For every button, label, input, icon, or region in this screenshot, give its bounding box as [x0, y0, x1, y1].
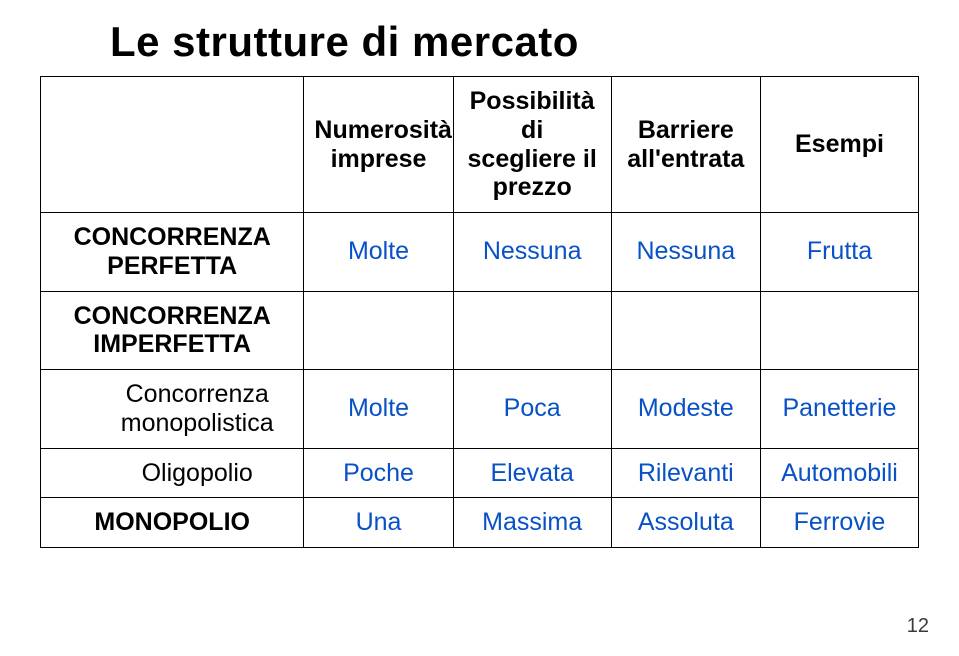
row-concorrenza-perfetta: CONCORRENZA PERFETTA Molte Nessuna Nessu… [41, 213, 919, 292]
cell-ol-esempi: Automobili [760, 448, 918, 498]
header-numerosita: Numerosità imprese [304, 77, 453, 213]
row-monopolio: MONOPOLIO Una Massima Assoluta Ferrovie [41, 498, 919, 548]
cell-ci-numerosita [304, 291, 453, 370]
label-concorrenza-perfetta: CONCORRENZA PERFETTA [41, 213, 304, 292]
label-concorrenza-imperfetta: CONCORRENZA IMPERFETTA [41, 291, 304, 370]
page-number: 12 [907, 615, 929, 638]
cell-cm-barriere: Modeste [611, 370, 760, 449]
cell-ol-possibilita: Elevata [453, 448, 611, 498]
label-monopolio: MONOPOLIO [41, 498, 304, 548]
cell-mo-barriere: Assoluta [611, 498, 760, 548]
cell-cm-possibilita: Poca [453, 370, 611, 449]
cell-mo-possibilita: Massima [453, 498, 611, 548]
cell-ci-esempi [760, 291, 918, 370]
header-esempi: Esempi [760, 77, 918, 213]
cell-cp-numerosita: Molte [304, 213, 453, 292]
slide-page: Le strutture di mercato Numerosità impre… [0, 0, 959, 656]
cell-ol-numerosita: Poche [304, 448, 453, 498]
row-concorrenza-monopolistica: Concorrenza monopolistica Molte Poca Mod… [41, 370, 919, 449]
cell-cp-possibilita: Nessuna [453, 213, 611, 292]
row-oligopolio: Oligopolio Poche Elevata Rilevanti Autom… [41, 448, 919, 498]
cell-mo-numerosita: Una [304, 498, 453, 548]
cell-cm-esempi: Panetterie [760, 370, 918, 449]
cell-ol-barriere: Rilevanti [611, 448, 760, 498]
page-title: Le strutture di mercato [110, 18, 919, 66]
label-oligopolio: Oligopolio [41, 448, 304, 498]
cell-mo-esempi: Ferrovie [760, 498, 918, 548]
cell-cp-barriere: Nessuna [611, 213, 760, 292]
header-possibilita: Possibilità di scegliere il prezzo [453, 77, 611, 213]
market-structures-table: Numerosità imprese Possibilità di scegli… [40, 76, 919, 548]
cell-ci-possibilita [453, 291, 611, 370]
row-concorrenza-imperfetta: CONCORRENZA IMPERFETTA [41, 291, 919, 370]
cell-cp-esempi: Frutta [760, 213, 918, 292]
cell-ci-barriere [611, 291, 760, 370]
header-empty [41, 77, 304, 213]
label-concorrenza-monopolistica: Concorrenza monopolistica [41, 370, 304, 449]
header-barriere: Barriere all'entrata [611, 77, 760, 213]
table-header-row: Numerosità imprese Possibilità di scegli… [41, 77, 919, 213]
cell-cm-numerosita: Molte [304, 370, 453, 449]
